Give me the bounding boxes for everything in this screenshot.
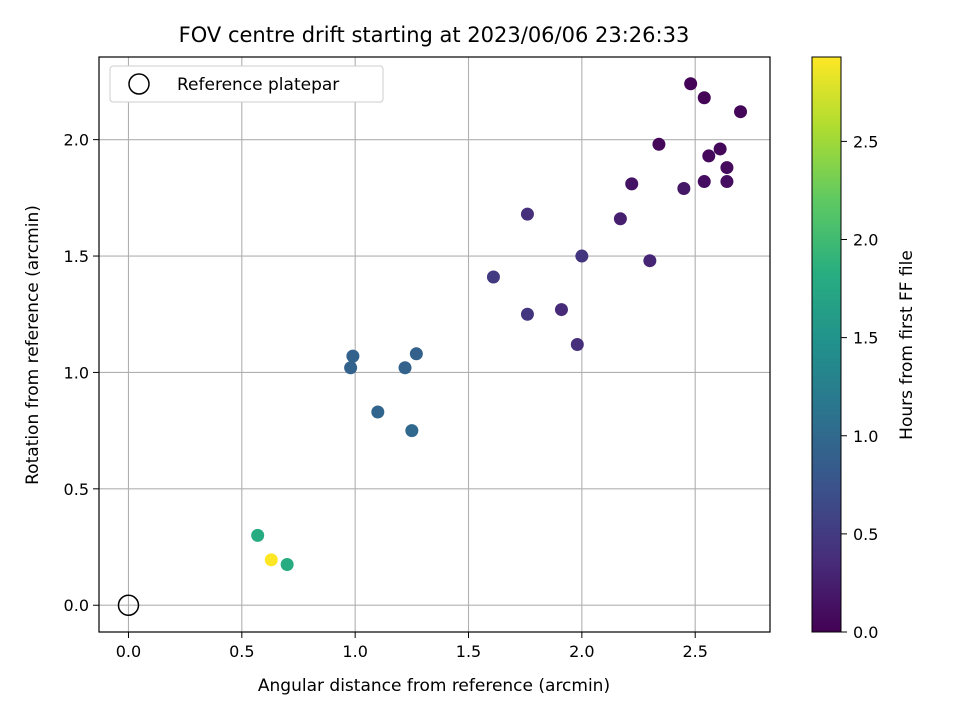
y-tick-label: 0.5 [64, 480, 89, 499]
scatter-point [398, 361, 412, 375]
x-axis-ticks: 0.0 0.5 1.0 1.5 2.0 2.5 [116, 632, 708, 661]
scatter-point [720, 161, 734, 175]
x-tick-label: 2.5 [682, 642, 707, 661]
scatter-point [371, 405, 385, 419]
scatter-point [734, 105, 748, 119]
x-tick-label: 0.5 [229, 642, 254, 661]
y-tick-label: 0.0 [64, 596, 89, 615]
colorbar-label: Hours from first FF file [897, 250, 917, 440]
scatter-point [344, 361, 358, 375]
scatter-point [554, 303, 568, 317]
y-tick-label: 1.5 [64, 247, 89, 266]
scatter-point [684, 77, 698, 91]
x-tick-label: 2.0 [569, 642, 594, 661]
colorbar-tick-label: 2.0 [853, 231, 878, 250]
y-axis-ticks: 0.0 0.5 1.0 1.5 2.0 [64, 131, 99, 615]
y-tick-label: 2.0 [64, 131, 89, 150]
scatter-point [486, 270, 500, 284]
scatter-point [346, 349, 360, 363]
x-tick-label: 1.5 [456, 642, 481, 661]
colorbar-ticks: 0.0 0.5 1.0 1.5 2.0 2.5 [841, 132, 878, 642]
scatter-point [264, 553, 278, 567]
colorbar-gradient [811, 56, 842, 633]
scatter-point [520, 207, 534, 221]
x-axis-label: Angular distance from reference (arcmin) [258, 676, 610, 696]
scatter-point [697, 175, 711, 189]
plot-frame [98, 56, 771, 633]
y-tick-label: 1.0 [64, 363, 89, 382]
colorbar-tick-label: 1.0 [853, 427, 878, 446]
scatter-point [280, 557, 294, 571]
scatter-point [405, 424, 419, 438]
scatter-point [409, 347, 423, 361]
scatter-point [570, 338, 584, 351]
scatter-point [520, 307, 534, 321]
reference-marker-group [117, 594, 140, 616]
colorbar-tick-label: 2.5 [853, 132, 878, 151]
scatter-point [720, 175, 734, 189]
legend-marker-open-circle [128, 73, 150, 95]
scatter-point [575, 249, 589, 263]
scatter-point [713, 142, 727, 156]
scatter-point [697, 91, 711, 105]
reference-platepar-marker [117, 594, 140, 616]
legend: Reference platepar [109, 65, 384, 103]
scatter-point [702, 149, 716, 163]
colorbar-tick-label: 0.0 [853, 623, 878, 642]
legend-box [109, 65, 384, 103]
scatter-point [652, 137, 666, 151]
colorbar-tick-label: 1.5 [853, 329, 878, 348]
chart-title: FOV centre drift starting at 2023/06/06 … [179, 23, 690, 47]
y-axis-label: Rotation from reference (arcmin) [23, 205, 43, 485]
x-tick-label: 1.0 [342, 642, 367, 661]
scatter-point [613, 212, 627, 226]
scatter-point [251, 528, 265, 542]
colorbar-tick-label: 0.5 [853, 525, 878, 544]
colorbar: 0.0 0.5 1.0 1.5 2.0 2.5 Hours from first FF f… [811, 56, 917, 642]
scatter-point [677, 182, 691, 196]
scatter-point [643, 254, 657, 268]
x-tick-label: 0.0 [116, 642, 141, 661]
scatter-point [625, 177, 639, 191]
legend-entry-label: Reference platepar [177, 75, 339, 95]
data-points [251, 77, 748, 571]
